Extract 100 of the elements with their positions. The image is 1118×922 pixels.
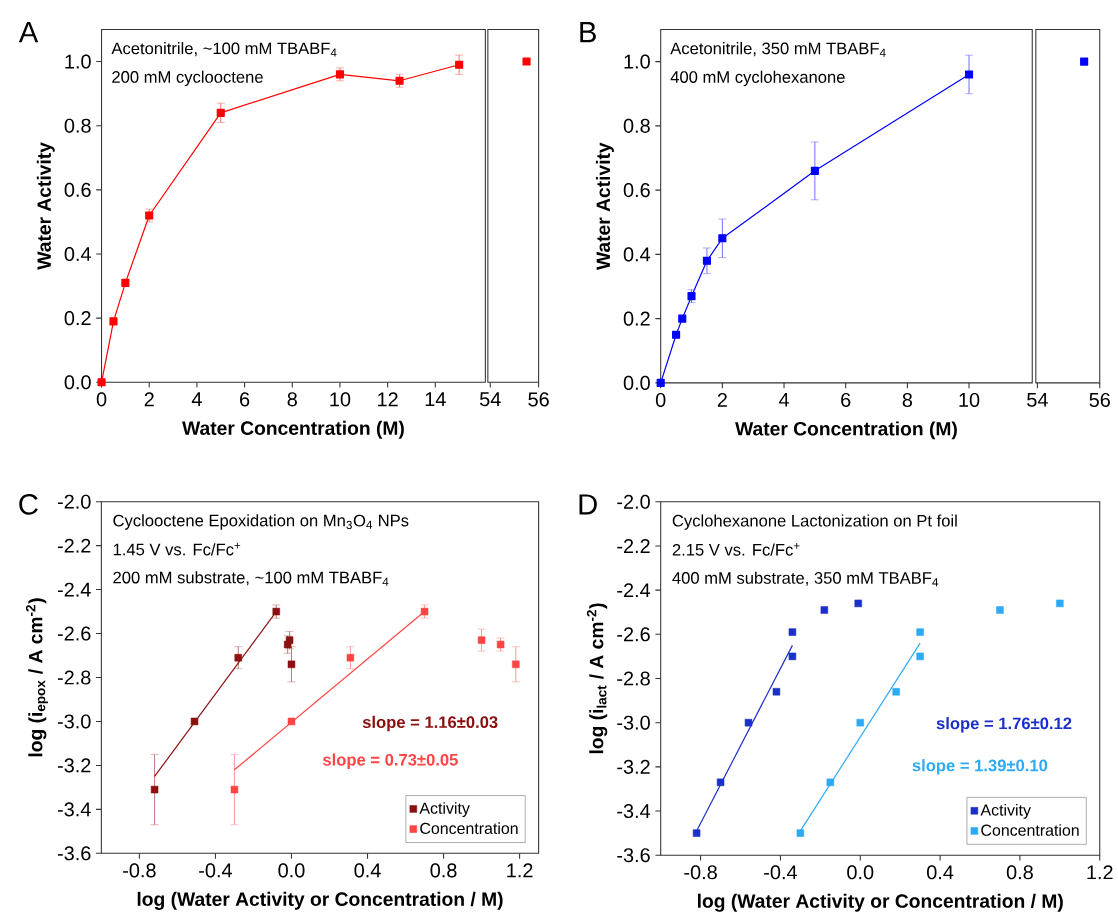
- y-tick-label: 1.0: [624, 54, 650, 69]
- x-tick-label: 14: [425, 392, 446, 407]
- chart-title: D: [579, 494, 597, 515]
- point: [788, 652, 797, 661]
- y-axis-title: Water Activity: [595, 142, 614, 271]
- annotation: slope = 1.39±0.10: [912, 759, 1048, 775]
- y-tick-label: -3.0: [57, 714, 91, 729]
- point: [716, 778, 725, 787]
- point: [234, 654, 242, 662]
- x-tick-label: 2: [144, 392, 154, 407]
- x-axis-title: Water Concentration (M): [182, 420, 404, 439]
- y-tick-label: -3.2: [57, 758, 91, 773]
- x-axis-title: log (Water Activity or Concentration / M): [697, 893, 1063, 912]
- y-tick-label: -3.4: [617, 804, 651, 819]
- annotation: Cyclohexanone Lactonization on Pt foil: [672, 514, 957, 530]
- y-tick-label: -2.6: [57, 626, 91, 641]
- y-tick-label: -2.2: [617, 539, 650, 553]
- y-tick-label: 0.4: [64, 246, 91, 262]
- legend-label: Concentration: [420, 822, 518, 835]
- x-tick-label: 56: [528, 392, 549, 407]
- chart-title: B: [580, 22, 596, 43]
- point: [216, 108, 225, 117]
- annotation: 2.15 V vs. Fc/Fc$^{+}$: [672, 543, 800, 556]
- x-tick-label: -0.4: [199, 863, 232, 878]
- x-tick-label: 8: [287, 392, 297, 407]
- point: [796, 829, 805, 837]
- y-tick-label: 0.0: [64, 375, 91, 390]
- point: [826, 778, 835, 787]
- y-tick-label: -2.2: [57, 538, 91, 553]
- annotation: 200 mM substrate, ~100 mM TBABF$_{4}$: [113, 571, 389, 586]
- y-tick-label: 0.6: [64, 182, 91, 197]
- y-tick-label: 0.6: [623, 183, 650, 198]
- y-tick-label: -2.0: [57, 494, 91, 509]
- point: [512, 660, 520, 669]
- y-tick-label: -2.4: [617, 583, 651, 598]
- point: [672, 330, 681, 339]
- y-tick-label: 1.0: [65, 54, 91, 69]
- y-tick-label: 0.2: [623, 311, 650, 326]
- point: [150, 785, 159, 794]
- x-tick-label: 4: [191, 392, 202, 407]
- x-tick-label: -0.8: [123, 863, 156, 878]
- legend-label: Concentration: [981, 824, 1079, 836]
- chart-title: A: [18, 22, 39, 43]
- point: [916, 652, 924, 661]
- x-tick-label: 6: [841, 392, 851, 408]
- point: [687, 292, 696, 301]
- point: [656, 378, 665, 387]
- x-axis-title: Water Concentration (M): [735, 421, 957, 440]
- y-tick-label: -2.8: [57, 670, 91, 685]
- y-tick-label: 0.2: [64, 311, 91, 326]
- point: [496, 640, 505, 649]
- x-tick-label: 56: [1089, 392, 1110, 408]
- point: [856, 718, 864, 727]
- x-tick-label: -0.4: [764, 865, 797, 880]
- x-tick-label: 2: [717, 392, 727, 407]
- annotation: 1.45 V vs. Fc/Fc$^{+}$: [113, 542, 241, 556]
- y-axis-title: log (i$_{epox}$ / A cm$^{-2}$): [25, 598, 48, 757]
- point: [854, 599, 862, 608]
- x-tick-label: 0.4: [354, 863, 381, 878]
- x-tick-label: 0: [96, 392, 107, 407]
- y-tick-label: 0.8: [64, 118, 91, 133]
- x-tick-label: -0.8: [684, 865, 717, 880]
- point: [230, 785, 239, 794]
- y-tick-label: 0.0: [623, 375, 650, 390]
- point: [287, 717, 296, 726]
- point: [892, 688, 900, 696]
- point: [455, 60, 464, 69]
- x-tick-label: 0: [655, 392, 666, 408]
- y-tick-label: 0.8: [623, 118, 650, 133]
- x-tick-label: 12: [378, 392, 398, 407]
- annotation: 400 mM substrate, 350 mM TBABF$_{4}$: [672, 571, 939, 587]
- x-tick-label: 0.0: [278, 863, 305, 878]
- x-tick-label: 1.2: [1087, 865, 1113, 880]
- point: [810, 166, 819, 175]
- y-tick-label: -3.2: [617, 759, 650, 774]
- annotation: slope = 0.73±0.05: [323, 753, 458, 769]
- point: [744, 718, 753, 727]
- y-tick-label: -2.4: [57, 582, 91, 597]
- y-tick-label: -2.6: [617, 627, 650, 642]
- y-tick-label: 0.4: [623, 247, 651, 262]
- x-tick-label: 0.0: [847, 865, 874, 880]
- point: [109, 317, 118, 326]
- x-tick-label: 4: [778, 392, 789, 407]
- point: [916, 628, 924, 636]
- point: [788, 628, 797, 636]
- y-tick-label: -2.8: [617, 671, 650, 686]
- x-tick-label: 0.4: [927, 865, 954, 880]
- y-axis-title: log (i$_{lact}$ / A cm$^{-2}$): [586, 603, 608, 754]
- point: [1056, 599, 1064, 608]
- annotation: Acetonitrile, 350 mM TBABF$_{4}$: [670, 42, 886, 57]
- y-tick-label: -3.6: [617, 848, 650, 863]
- annotation: slope = 1.76±0.12: [936, 717, 1072, 733]
- point: [996, 606, 1004, 614]
- point: [395, 76, 404, 85]
- point: [820, 606, 829, 614]
- y-tick-label: -2.0: [617, 494, 650, 509]
- x-tick-label: 10: [330, 392, 351, 407]
- x-tick-label: 54: [1027, 392, 1048, 407]
- annotation: Cyclooctene Epoxidation on Mn$_{3}$O$_{4}$ NPs: [113, 514, 409, 530]
- x-tick-label: 54: [479, 392, 501, 407]
